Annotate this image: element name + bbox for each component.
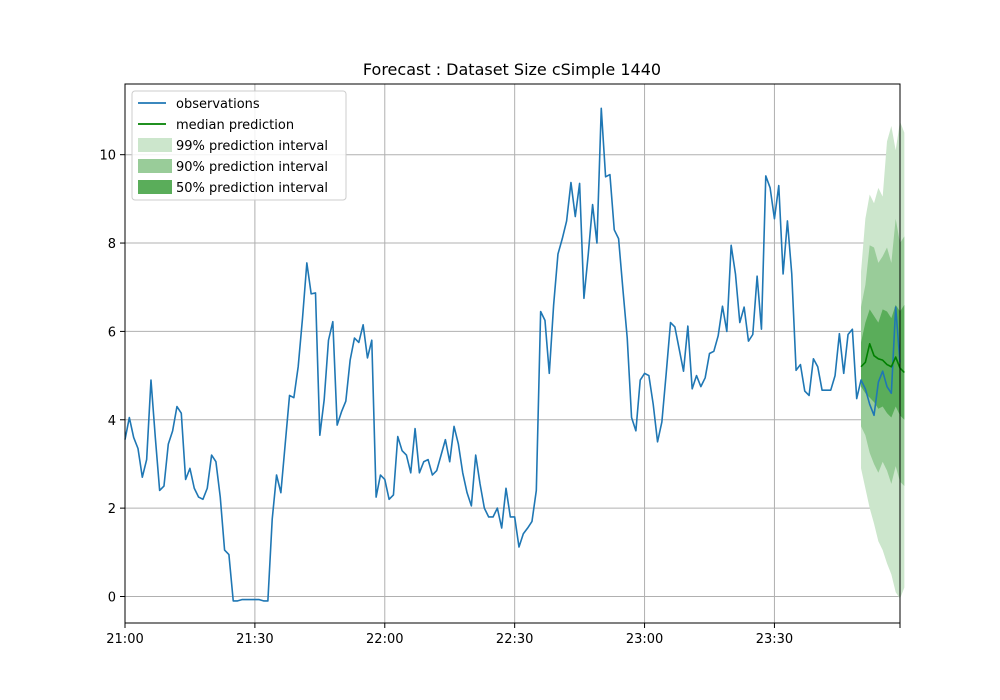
- y-tick-label: 0: [108, 590, 116, 605]
- legend-swatch: [138, 180, 172, 194]
- legend: observations median prediction 99% predict…: [131, 90, 347, 201]
- legend-swatch: [138, 138, 172, 152]
- y-tick-label: 2: [108, 502, 116, 517]
- legend-label: 90% prediction interval: [176, 160, 328, 175]
- series-lines: [124, 107, 905, 602]
- y-tick-label: 6: [108, 325, 116, 340]
- x-tick-label: 22:30: [496, 632, 533, 647]
- observations-line: [124, 107, 901, 602]
- y-tick-label: 4: [108, 414, 116, 429]
- chart-title: Forecast : Dataset Size cSimple 1440: [363, 60, 661, 79]
- legend-label: observations: [176, 97, 260, 112]
- x-axis: 21:00 21:30 22:00 22:30 23:00 23:30: [106, 623, 901, 647]
- x-tick-label: 23:00: [626, 632, 663, 647]
- x-tick-label: 21:00: [106, 632, 143, 647]
- y-axis: 0 2 4 6 8 10: [99, 149, 125, 605]
- x-tick-label: 22:00: [366, 632, 403, 647]
- x-tick-label: 21:30: [236, 632, 273, 647]
- plot-area-frame: [124, 83, 901, 624]
- legend-label: median prediction: [176, 118, 294, 133]
- band-50-area: [861, 304, 905, 420]
- legend-label: 99% prediction interval: [176, 139, 328, 154]
- y-tick-label: 8: [108, 237, 116, 252]
- x-tick-label: 23:30: [756, 632, 793, 647]
- y-tick-label: 10: [99, 149, 116, 164]
- grid-lines: [125, 84, 900, 623]
- legend-label: 50% prediction interval: [176, 181, 328, 196]
- median-prediction-line: [860, 342, 905, 374]
- legend-box: [131, 90, 347, 201]
- legend-swatch: [138, 159, 172, 173]
